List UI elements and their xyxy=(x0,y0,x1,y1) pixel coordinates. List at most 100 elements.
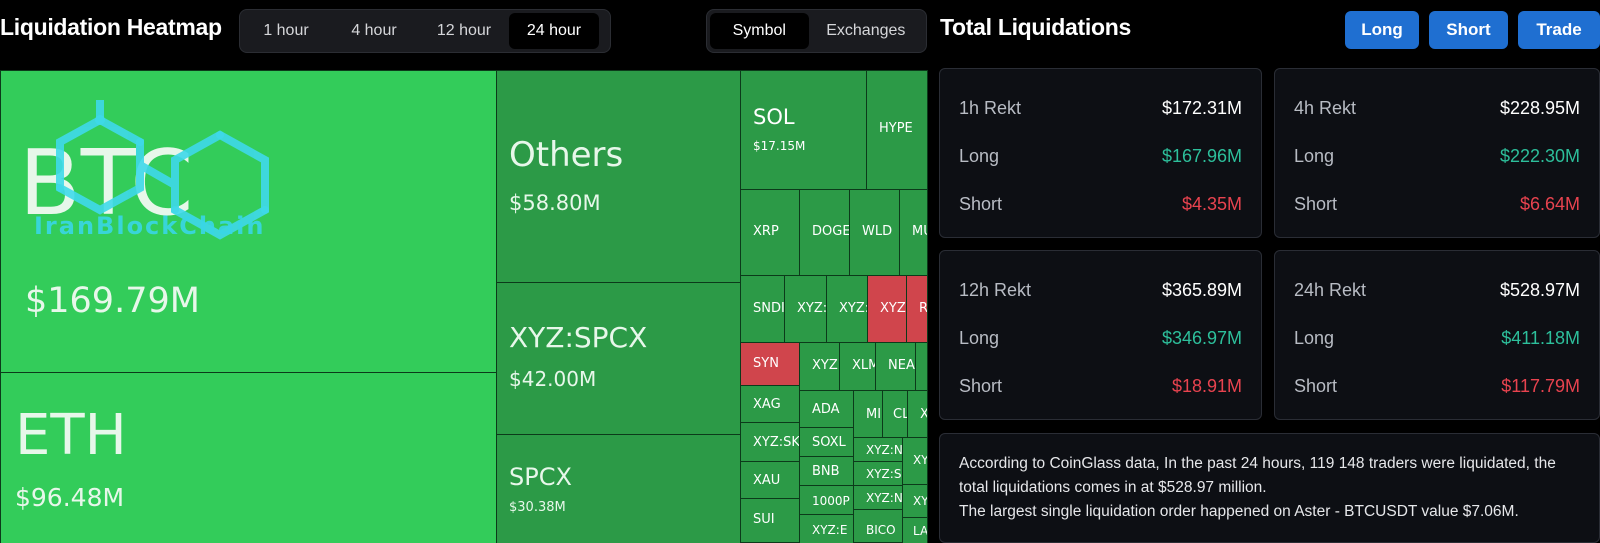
card-label: 12h Rekt xyxy=(959,280,1032,300)
short-value: $6.64M xyxy=(1519,194,1580,214)
tile-xyz-1[interactable]: XYZ: xyxy=(784,275,827,343)
tile-x[interactable]: X xyxy=(907,390,928,438)
tile-value: $58.80M xyxy=(509,191,601,215)
summary-line-1: According to CoinGlass data, In the past… xyxy=(959,455,1556,496)
liquidation-summary: According to CoinGlass data, In the past… xyxy=(939,433,1600,543)
time-option-1h[interactable]: 1 hour xyxy=(263,22,309,39)
tile-xyz-sk[interactable]: XYZ:SK xyxy=(740,422,800,462)
heatmap-title: Liquidation Heatmap xyxy=(0,14,222,40)
time-range-selector: 1 hour 4 hour 12 hour 24 hour xyxy=(239,9,611,53)
tile-symbol: XYZ:SPCX xyxy=(509,321,648,354)
tile-eth[interactable]: ETH $96.48M xyxy=(0,372,497,543)
tile-symbol: WLD xyxy=(862,224,893,239)
tile-mu[interactable]: MU xyxy=(899,189,928,276)
tile-value: $96.48M xyxy=(15,483,125,512)
tile-symbol: XYZ: xyxy=(797,301,827,316)
tile-xy-1[interactable]: XY xyxy=(902,437,928,485)
tile-bnb[interactable]: BNB xyxy=(799,456,854,486)
long-value: $411.18M xyxy=(1501,328,1580,348)
long-value: $222.30M xyxy=(1499,146,1580,166)
time-option-4h[interactable]: 4 hour xyxy=(351,22,397,39)
tile-xyz-e[interactable]: XYZ:E xyxy=(799,514,854,543)
tile-sui[interactable]: SUI xyxy=(740,498,800,543)
tile-symbol: XYZ: xyxy=(880,301,906,316)
tile-symbol: XYZ:N xyxy=(866,443,903,457)
tile-symbol: SUI xyxy=(753,512,775,527)
tile-value: $169.79M xyxy=(25,281,200,321)
tile-hype[interactable]: HYPE xyxy=(866,70,928,190)
trade-button[interactable]: Trade xyxy=(1518,11,1600,49)
long-value: $346.97M xyxy=(1161,328,1242,348)
tile-tiny-1[interactable] xyxy=(915,342,928,391)
total-liquidations-title: Total Liquidations xyxy=(940,14,1131,40)
tile-others[interactable]: Others $58.80M xyxy=(496,70,741,283)
tile-xrp[interactable]: XRP xyxy=(740,189,800,276)
tile-cl[interactable]: CL xyxy=(882,390,908,438)
tile-doge[interactable]: DOGE xyxy=(799,189,850,276)
short-value: $18.91M xyxy=(1171,376,1242,396)
tile-xy-2[interactable]: XY xyxy=(902,484,928,518)
tile-symbol: XY xyxy=(913,494,928,508)
tile-xyz-3[interactable]: XYZ: xyxy=(867,275,907,343)
tile-symbol: XYZ xyxy=(812,358,838,373)
liquidation-treemap: BTC $169.79M ETH $96.48M Others $58.80M … xyxy=(0,70,928,543)
tile-symbol: SPCX xyxy=(509,463,572,491)
long-value: $167.96M xyxy=(1161,146,1242,166)
tile-nea[interactable]: NEA xyxy=(875,342,916,391)
tile-bico[interactable]: BICO xyxy=(853,509,903,543)
tile-r[interactable]: R xyxy=(906,275,928,343)
tile-xyz-spcx[interactable]: XYZ:SPCX $42.00M xyxy=(496,282,741,435)
tile-symbol: DOGE xyxy=(812,224,850,239)
tile-symbol: SOXL xyxy=(812,435,846,450)
tile-wld[interactable]: WLD xyxy=(849,189,900,276)
tile-symbol: HYPE xyxy=(879,121,913,136)
tile-symbol: X xyxy=(920,407,927,422)
long-label: Long xyxy=(1294,328,1335,348)
tile-symbol: NEA xyxy=(888,358,915,373)
tile-symbol: MU xyxy=(912,224,927,239)
tile-symbol: SOL xyxy=(753,105,795,129)
time-option-12h[interactable]: 12 hour xyxy=(436,22,492,39)
tile-symbol: XRP xyxy=(753,224,779,239)
tile-sndi[interactable]: SNDI xyxy=(740,275,785,343)
tile-value: $30.38M xyxy=(509,500,566,515)
short-value: $4.35M xyxy=(1181,194,1242,214)
tile-xau[interactable]: XAU xyxy=(740,461,800,499)
tile-mi[interactable]: MI xyxy=(853,390,883,438)
tile-symbol: XLM xyxy=(852,358,875,373)
tile-sol[interactable]: SOL $17.15M xyxy=(740,70,867,190)
tile-soxl[interactable]: SOXL xyxy=(799,427,854,457)
tile-symbol: R xyxy=(919,301,928,316)
card-label: 1h Rekt xyxy=(959,98,1022,118)
time-option-24h[interactable]: 24 hour xyxy=(509,13,599,49)
card-total: $228.95M xyxy=(1499,98,1580,118)
long-label: Long xyxy=(959,328,1000,348)
rekt-card-4h: 4h Rekt $228.95M Long $222.30M Short $6.64M xyxy=(1274,68,1600,238)
tile-la[interactable]: LA xyxy=(902,517,928,543)
tile-xyz-s[interactable]: XYZ:S xyxy=(853,461,903,486)
tile-symbol: SYN xyxy=(753,356,779,371)
tile-ada[interactable]: ADA xyxy=(799,390,854,428)
tile-symbol: Others xyxy=(509,135,624,175)
tile-xyz-n-1[interactable]: XYZ:N xyxy=(853,437,903,462)
tile-xyz-4[interactable]: XYZ xyxy=(799,342,840,391)
tile-symbol: XYZ: xyxy=(839,301,868,316)
tile-xyz-2[interactable]: XYZ: xyxy=(826,275,868,343)
long-label: Long xyxy=(959,146,1000,166)
tile-1000p[interactable]: 1000P xyxy=(799,485,854,515)
tile-spcx[interactable]: SPCX $30.38M xyxy=(496,434,741,543)
long-label: Long xyxy=(1294,146,1335,166)
tile-xyz-n-2[interactable]: XYZ:N xyxy=(853,485,903,510)
long-button[interactable]: Long xyxy=(1345,11,1419,49)
tile-syn[interactable]: SYN xyxy=(740,342,800,386)
short-button[interactable]: Short xyxy=(1429,11,1508,49)
tile-xlm[interactable]: XLM xyxy=(839,342,876,391)
tile-symbol: BICO xyxy=(866,523,896,537)
tile-symbol: XYZ:E xyxy=(812,523,848,537)
tile-value: $17.15M xyxy=(753,139,806,153)
tile-xag[interactable]: XAG xyxy=(740,385,800,423)
tile-symbol: XYZ:SK xyxy=(753,435,800,450)
mode-option-exchanges[interactable]: Exchanges xyxy=(826,22,906,39)
mode-option-symbol[interactable]: Symbol xyxy=(710,13,809,49)
card-label: 4h Rekt xyxy=(1294,98,1357,118)
